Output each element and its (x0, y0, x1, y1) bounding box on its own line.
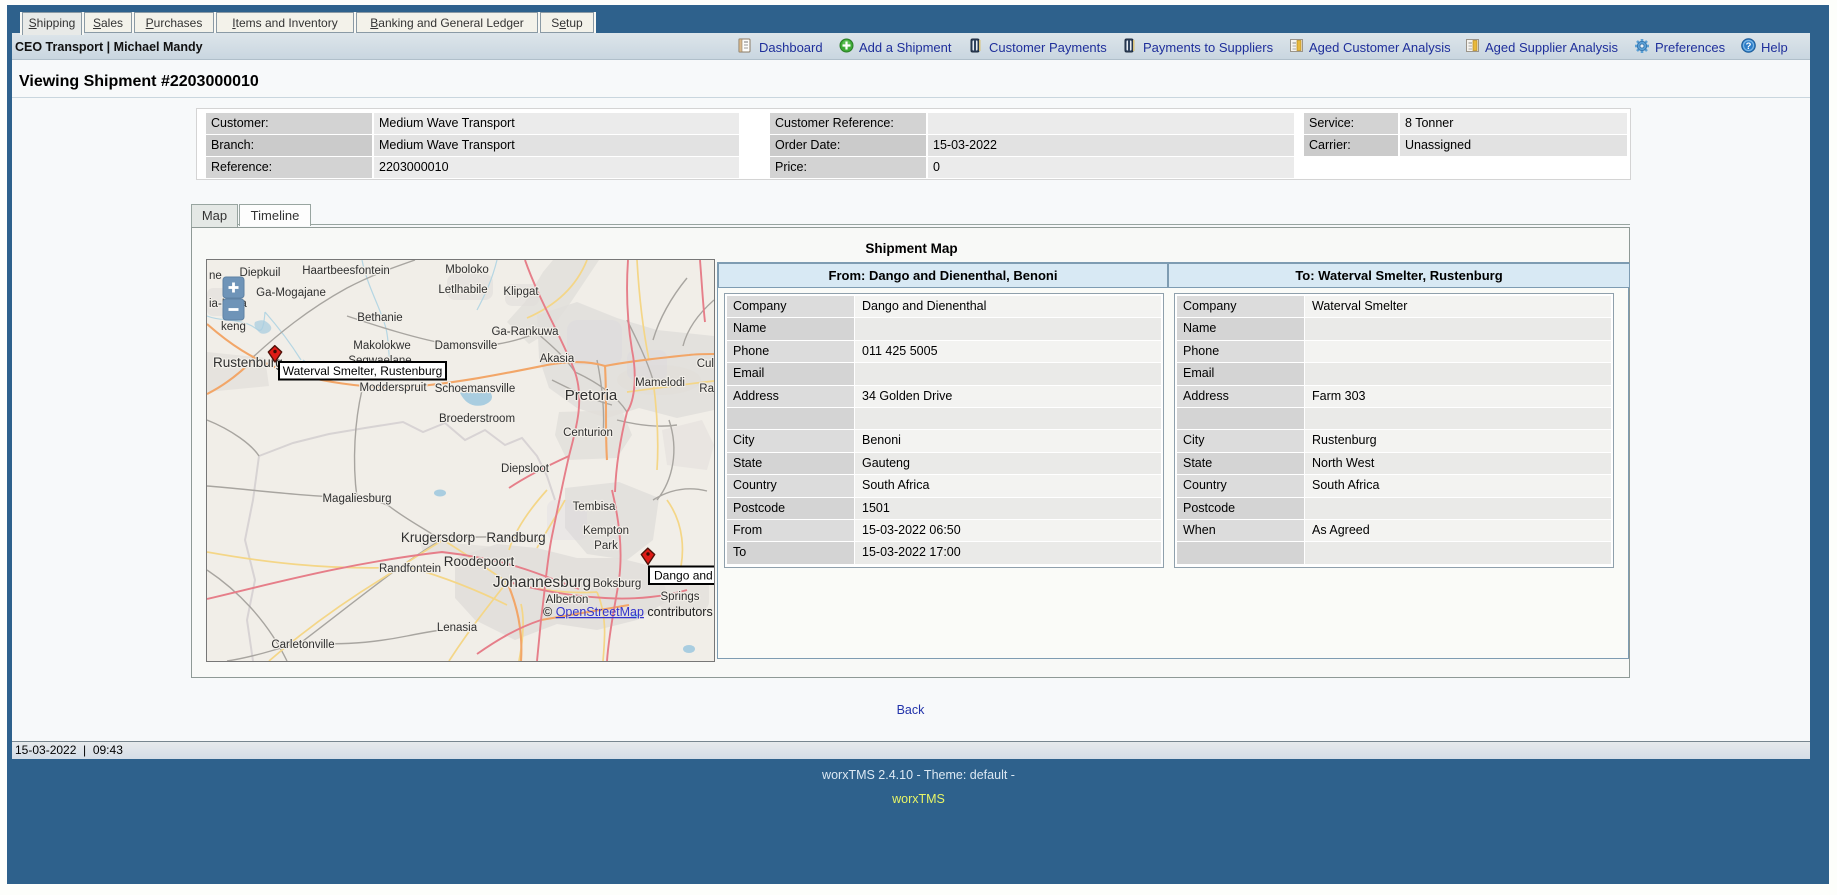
svg-text:Mamelodi: Mamelodi (635, 377, 685, 389)
svg-text:Diepsloot: Diepsloot (501, 463, 550, 475)
svg-text:Cul: Cul (697, 358, 714, 370)
svg-text:Ga-Mogajane: Ga-Mogajane (256, 287, 326, 299)
svg-text:Rustenburg: Rustenburg (213, 355, 283, 370)
svg-text:Roodepoort: Roodepoort (444, 554, 515, 569)
svg-text:Makolokwe: Makolokwe (353, 340, 411, 352)
svg-text:Centurion: Centurion (563, 427, 613, 439)
svg-text:Damonsville: Damonsville (435, 340, 498, 352)
svg-text:Pretoria: Pretoria (565, 387, 618, 404)
svg-text:© OpenStreetMap contributors: © OpenStreetMap contributors (543, 605, 713, 619)
svg-text:Waterval Smelter, Rustenburg: Waterval Smelter, Rustenburg (283, 364, 443, 378)
svg-text:Ga-Rankuwa: Ga-Rankuwa (491, 326, 559, 338)
svg-text:Ra: Ra (699, 383, 714, 395)
svg-text:?: ? (1746, 41, 1752, 52)
svg-text:Akasia: Akasia (540, 353, 575, 365)
svg-text:Schoemansville: Schoemansville (435, 383, 516, 395)
svg-text:Randburg: Randburg (486, 530, 545, 545)
svg-text:Diepkuil: Diepkuil (240, 267, 281, 279)
svg-text:Lenasia: Lenasia (437, 622, 478, 634)
svg-text:Boksburg: Boksburg (593, 578, 642, 590)
svg-text:Park: Park (594, 540, 618, 552)
svg-text:Letlhabile: Letlhabile (438, 284, 487, 296)
svg-text:Mboloko: Mboloko (445, 264, 488, 276)
svg-text:Springs: Springs (661, 591, 700, 603)
svg-text:Magaliesburg: Magaliesburg (322, 493, 391, 505)
svg-text:Kempton: Kempton (583, 525, 629, 537)
svg-text:keng: keng (221, 321, 246, 333)
svg-text:Krugersdorp: Krugersdorp (401, 530, 475, 545)
svg-text:Broederstroom: Broederstroom (439, 413, 515, 425)
svg-text:Dango and: Dango and (654, 569, 713, 583)
svg-text:Bethanie: Bethanie (357, 312, 402, 324)
svg-text:Tembisa: Tembisa (573, 501, 616, 513)
svg-text:Randfontein: Randfontein (379, 563, 441, 575)
svg-text:Haartbeesfontein: Haartbeesfontein (302, 265, 390, 277)
svg-text:Modderspruit: Modderspruit (359, 382, 427, 394)
svg-text:Klipgat: Klipgat (503, 286, 539, 298)
svg-text:Alberton: Alberton (546, 594, 589, 606)
svg-text:ne: ne (209, 270, 222, 282)
svg-text:Carletonville: Carletonville (271, 639, 334, 651)
svg-text:Johannesburg: Johannesburg (493, 574, 591, 591)
